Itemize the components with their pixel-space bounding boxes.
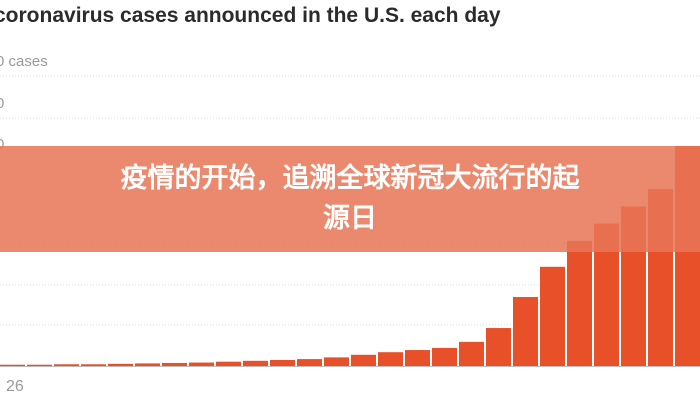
bar xyxy=(162,362,187,366)
overlay-banner: 疫情的开始，追溯全球新冠大流行的起源日 xyxy=(0,146,700,252)
bar xyxy=(216,361,241,366)
bar xyxy=(567,240,592,366)
bar xyxy=(189,362,214,366)
bar xyxy=(459,341,484,366)
banner-headline: 疫情的开始，追溯全球新冠大流行的起源日 xyxy=(120,163,580,234)
bar xyxy=(27,364,52,366)
bar xyxy=(270,359,295,366)
bar xyxy=(351,354,376,366)
bar xyxy=(324,357,349,366)
bar xyxy=(54,364,79,366)
bar xyxy=(486,328,511,366)
bar xyxy=(108,363,133,366)
chart-title: coronavirus cases announced in the U.S. … xyxy=(0,4,501,27)
bar xyxy=(0,364,25,366)
bar xyxy=(243,360,268,366)
bar xyxy=(432,347,457,366)
bar xyxy=(513,296,538,366)
bar xyxy=(540,266,565,366)
bar xyxy=(135,363,160,366)
x-tick-label: 26 xyxy=(6,378,24,395)
y-tick-label-2: 0 xyxy=(0,95,4,112)
y-tick-label-3: 0 xyxy=(0,136,4,153)
gridlines xyxy=(0,75,700,367)
bar xyxy=(297,359,322,366)
bar xyxy=(405,350,430,366)
bar xyxy=(378,352,403,366)
y-tick-label-top: 0 cases xyxy=(0,53,48,70)
bar xyxy=(81,364,106,366)
